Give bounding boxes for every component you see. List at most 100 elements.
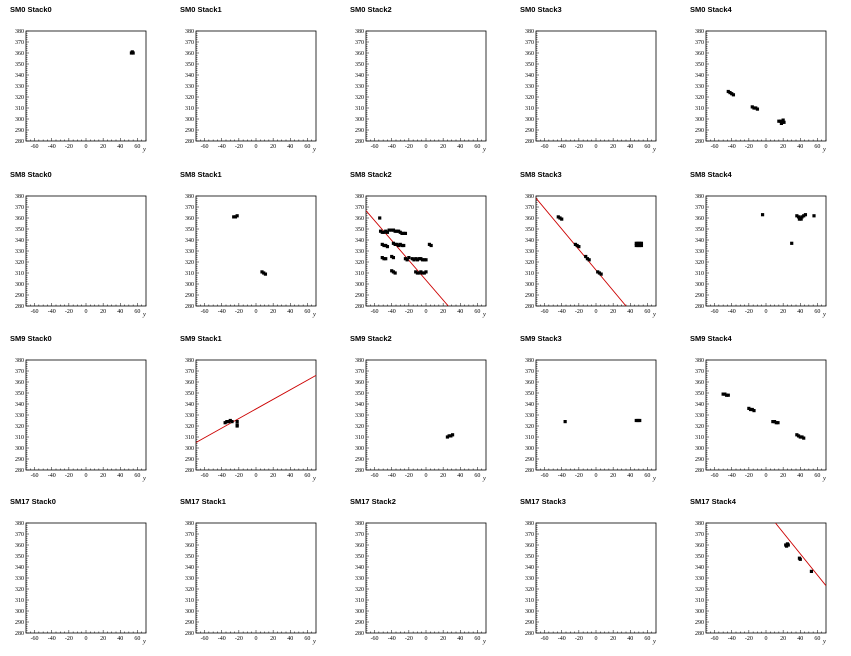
plot-area [775,523,826,586]
data-point [774,421,778,425]
y-tick-label: 350 [695,62,704,68]
panel-title: SM9 Stack2 [350,334,392,343]
panel-title: SM9 Stack3 [520,334,562,343]
y-tick-label: 370 [525,205,534,211]
plot-frame [25,195,147,307]
y-tick-label: 360 [185,51,194,57]
panel-sm8-stack1: SM8 Stack1 -60 -40 -20 0 20 40 60 280 290 300 310 32… [180,170,317,318]
x-tick-label: -40 [48,309,56,315]
y-tick-label: 280 [185,631,194,637]
data-point [395,242,399,246]
y-tick-label: 380 [185,358,194,364]
y-tick-label: 340 [525,238,534,244]
data-point [723,392,727,396]
y-tick-label: 330 [185,413,194,419]
x-tick-label: 0 [85,636,88,642]
y-tick-label: 370 [15,532,24,538]
y-tick-label: 300 [15,282,24,288]
y-tick-label: 300 [355,282,364,288]
x-axis-label: y [482,146,486,153]
x-tick-label: 60 [474,473,480,479]
x-tick-label: 40 [457,636,463,642]
y-tick-label: 340 [15,73,24,79]
x-tick-label: 40 [797,309,803,315]
plot-frame [705,522,827,634]
y-tick-label: 310 [15,598,24,604]
data-point [750,407,754,412]
data-point [260,270,264,274]
y-tick-label: 360 [15,51,24,57]
data-point [748,407,753,412]
y-tick-label: 330 [695,84,704,90]
y-tick-label: 330 [525,249,534,255]
data-point [776,421,780,425]
y-tick-label: 280 [695,468,704,474]
data-point [802,214,806,218]
y-tick-label: 380 [15,194,24,200]
data-point [419,257,423,261]
panel-title: SM8 Stack1 [180,170,222,179]
data-point [390,228,394,232]
y-tick-label: 360 [355,543,364,549]
y-tick-label: 300 [185,446,194,452]
x-tick-label: 40 [117,309,123,315]
panel-sm0-stack3: SM0 Stack3 -60 -40 -20 0 20 40 60 280 290 300 310 32… [520,5,657,153]
x-tick-label: 0 [765,473,768,479]
y-tick-label: 320 [525,587,534,593]
panel-title: SM8 Stack0 [10,170,52,179]
y-tick-label: 320 [15,260,24,266]
x-tick-label: -20 [235,636,243,642]
panel-sm0-stack2: SM0 Stack2 -60 -40 -20 0 20 40 60 280 290 300 310 32… [350,5,487,153]
panel-title: SM0 Stack4 [690,5,733,14]
y-tick-label: 370 [355,40,364,46]
y-tick-label: 370 [695,205,704,211]
plot-area [563,418,642,424]
data-point [596,270,600,274]
data-point [382,257,386,261]
data-point [232,215,236,219]
data-point [403,257,408,261]
data-point [750,105,754,109]
plot-area [129,50,135,55]
data-point [390,269,394,273]
y-tick-label: 360 [525,216,534,222]
data-point [225,420,229,424]
y-tick-label: 360 [525,380,534,386]
x-tick-label: -60 [541,636,549,642]
plot-area [760,213,816,245]
panel-sm9-stack3: SM9 Stack3 -60 -40 -20 0 20 40 60 280 290 300 310 32… [520,334,657,482]
x-tick-label: -20 [575,473,583,479]
x-tick-label: 0 [765,144,768,150]
data-point [721,392,725,396]
data-point [771,420,775,424]
panel-sm9-stack0: SM9 Stack0 -60 -40 -20 0 20 40 60 280 290 300 310 32… [10,334,147,482]
data-point [415,258,420,262]
y-tick-label: 320 [525,260,534,266]
y-tick-label: 310 [355,106,364,112]
data-point [798,435,802,439]
data-point [427,242,432,246]
y-tick-label: 310 [525,271,534,277]
y-tick-label: 290 [15,457,24,463]
y-tick-label: 350 [15,391,24,397]
y-tick-label: 280 [185,304,194,310]
x-tick-label: 0 [255,144,258,150]
data-point [407,256,411,260]
y-tick-label: 310 [695,271,704,277]
data-point [575,243,579,248]
x-tick-label: 0 [255,636,258,642]
x-tick-label: 60 [814,473,820,479]
data-point [728,91,732,95]
x-tick-label: -40 [728,636,736,642]
y-tick-label: 350 [525,391,534,397]
plot-frame [705,195,827,307]
panel-sm17-stack4: SM17 Stack4 -60 -40 -20 0 20 40 60 280 290 300 310 3… [690,497,827,645]
data-point [410,257,414,261]
x-axis-label: y [142,475,146,482]
x-tick-label: -40 [388,309,396,315]
data-point [556,215,560,219]
panel-title: SM9 Stack1 [180,334,222,343]
data-point [800,215,804,219]
x-tick-label: 40 [627,309,633,315]
x-axis-label: y [822,475,826,482]
